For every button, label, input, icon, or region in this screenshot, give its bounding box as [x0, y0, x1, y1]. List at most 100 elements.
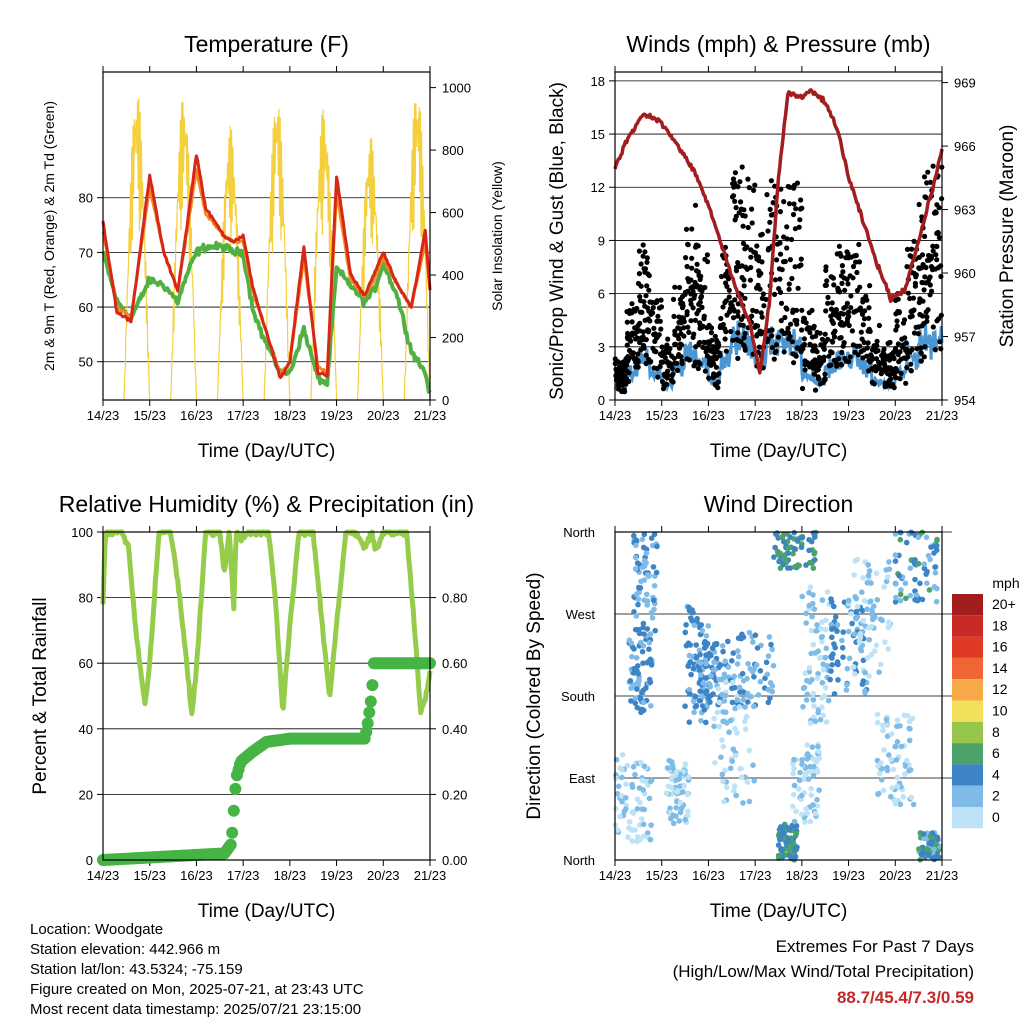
direction-point [708, 673, 714, 679]
gust-point [925, 169, 931, 175]
legend-label: 2 [992, 788, 1000, 804]
gust-point [794, 345, 800, 351]
gust-point [829, 300, 835, 306]
y2-tick-label: 200 [442, 331, 464, 346]
x-tick-label: 18/23 [786, 408, 819, 423]
y-axis-label: 2m & 9m T (Red, Orange) & 2m Td (Green) [41, 101, 57, 371]
direction-point [732, 705, 738, 712]
gust-point [632, 325, 638, 331]
x-tick-label: 18/23 [786, 868, 819, 883]
gust-point [761, 303, 767, 309]
gust-point [844, 276, 850, 282]
gust-point [746, 185, 752, 191]
humidity-line [100, 529, 433, 717]
direction-point [633, 613, 640, 619]
direction-point [935, 836, 941, 843]
gust-point [629, 301, 635, 307]
gust-point [697, 320, 703, 326]
direction-point [765, 653, 772, 659]
gust-point [787, 184, 793, 190]
direction-point [913, 592, 920, 598]
direction-point [785, 550, 791, 556]
y2-tick-label: 0.80 [442, 591, 467, 606]
direction-point [765, 699, 772, 706]
direction-point [898, 743, 905, 750]
x-tick-label: 14/23 [87, 868, 120, 883]
gust-point [796, 263, 802, 269]
direction-point [771, 554, 777, 560]
gust-point [658, 297, 664, 303]
gust-point [765, 336, 771, 342]
direction-point [716, 723, 722, 730]
direction-point [912, 557, 918, 563]
direction-point [817, 716, 824, 723]
gust-point [644, 255, 650, 261]
direction-point [618, 793, 625, 799]
gust-point [625, 336, 631, 342]
direction-point [803, 620, 809, 626]
legend-swatch [952, 615, 983, 637]
gust-point [820, 356, 826, 362]
direction-point [794, 538, 801, 544]
gust-point [634, 305, 640, 312]
gust-point [769, 345, 776, 351]
gust-point [787, 257, 794, 263]
direction-point [851, 572, 857, 578]
gust-point [860, 322, 866, 328]
gust-points [612, 163, 945, 395]
direction-point [897, 597, 904, 604]
gust-point [791, 182, 798, 188]
panel-1-axes: 14/23 15/23 16/23 17/23 18/23 19/23 20/23 21/23… [41, 31, 505, 462]
extremes-title: Extremes For Past 7 Days [775, 937, 974, 956]
gust-point [878, 371, 884, 377]
gust-point [781, 234, 787, 240]
legend-swatch [952, 679, 983, 701]
direction-point [873, 570, 880, 577]
direction-point [617, 813, 623, 820]
direction-point [807, 818, 814, 825]
gust-point [891, 385, 897, 391]
direction-point [791, 782, 798, 789]
y-tick-label: 18 [591, 74, 605, 89]
gust-point [625, 358, 631, 364]
direction-point [799, 761, 805, 767]
direction-point [823, 645, 830, 652]
direction-point [886, 619, 893, 626]
direction-point [865, 562, 871, 568]
gust-point [916, 254, 922, 260]
direction-point [921, 561, 927, 567]
gust-point [921, 354, 927, 360]
direction-point [804, 810, 810, 817]
x-axis-label: Time (Day/UTC) [710, 441, 848, 462]
direction-point [753, 662, 760, 668]
gust-point [846, 359, 852, 365]
direction-point [881, 747, 887, 753]
direction-point [840, 654, 846, 660]
direction-point [690, 698, 697, 705]
gust-point [864, 353, 870, 359]
gust-point [697, 361, 703, 367]
gust-point [712, 381, 718, 387]
direction-point [864, 655, 871, 661]
gust-point [938, 312, 944, 318]
gust-point [646, 287, 652, 293]
direction-point [897, 591, 904, 598]
direction-point [803, 770, 809, 777]
direction-point [621, 808, 628, 815]
gust-point [903, 340, 909, 346]
legend-label: 18 [992, 617, 1008, 633]
direction-point [714, 709, 721, 716]
direction-point [903, 539, 910, 546]
gust-point [715, 340, 721, 346]
gust-point [760, 291, 767, 297]
gust-point [861, 316, 868, 322]
gust-point [830, 275, 837, 281]
direction-point [936, 854, 942, 860]
direction-point [910, 801, 917, 808]
gust-point [691, 331, 697, 337]
direction-point [813, 628, 819, 634]
direction-point [811, 703, 817, 709]
gust-point [822, 282, 828, 288]
gust-point [637, 320, 643, 326]
y2-tick-label: 0.20 [442, 787, 467, 802]
